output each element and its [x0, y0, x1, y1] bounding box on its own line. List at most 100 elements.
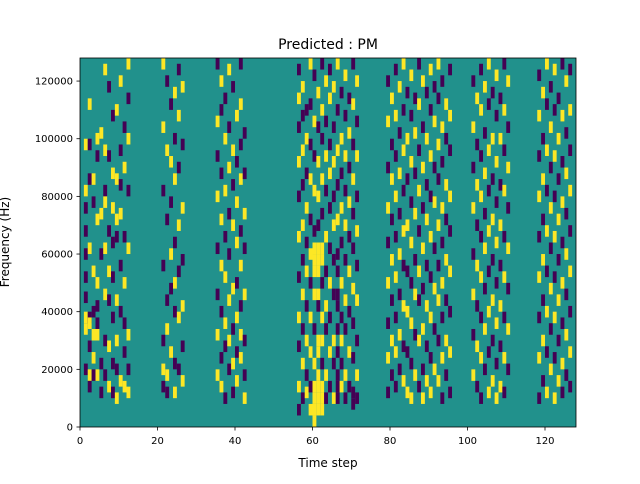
heatmap-cell: [173, 236, 177, 249]
heatmap-cell: [537, 311, 542, 324]
heatmap-cell: [339, 357, 344, 370]
heatmap-cell: [235, 236, 239, 249]
heatmap-cell: [471, 328, 476, 341]
heatmap-cell: [405, 305, 410, 318]
heatmap-cell: [436, 294, 441, 306]
heatmap-cell: [176, 265, 181, 278]
heatmap-cell: [328, 346, 332, 358]
heatmap-cell: [494, 69, 499, 82]
heatmap-cell: [448, 305, 453, 318]
heatmap-cell: [564, 207, 569, 220]
heatmap-cell: [308, 58, 313, 70]
heatmap-cell: [483, 282, 487, 295]
heatmap-cell: [506, 75, 511, 87]
heatmap-cell: [308, 213, 313, 226]
heatmap-cell: [405, 132, 410, 145]
heatmap-cell: [390, 334, 394, 347]
heatmap-cell: [242, 242, 247, 255]
heatmap-cell: [471, 75, 476, 87]
heatmap-cell: [355, 150, 360, 162]
heatmap-cell: [556, 213, 561, 226]
heatmap-cell: [219, 380, 224, 393]
heatmap-cell: [417, 98, 422, 110]
heatmap-cell: [231, 179, 236, 191]
heatmap-cell: [328, 202, 332, 214]
heatmap-cell: [180, 138, 185, 151]
heatmap-cell: [490, 173, 495, 185]
heatmap-cell: [238, 58, 243, 70]
heatmap-cell: [316, 334, 321, 347]
heatmap-cell: [316, 403, 321, 416]
x-tick-label: 120: [535, 436, 554, 447]
heatmap-cell: [494, 277, 499, 289]
heatmap-cell: [409, 317, 414, 329]
heatmap-cell: [87, 340, 92, 353]
heatmap-cell: [494, 236, 499, 249]
heatmap-cell: [409, 392, 414, 404]
heatmap-cell: [339, 380, 344, 393]
heatmap-cell: [440, 236, 445, 249]
heatmap-cell: [541, 334, 546, 347]
heatmap-cell: [118, 75, 123, 87]
heatmap-cell: [409, 109, 414, 122]
heatmap-cell: [223, 184, 228, 197]
heatmap-cell: [95, 328, 100, 341]
heatmap-cell: [405, 86, 410, 99]
heatmap-cell: [339, 86, 344, 99]
heatmap-cell: [556, 92, 561, 105]
heatmap-cell: [235, 375, 239, 387]
heatmap-cell: [351, 317, 356, 329]
heatmap-cell: [479, 190, 484, 203]
heatmap-cell: [424, 86, 429, 99]
heatmap-cell: [219, 305, 224, 318]
heatmap-cell: [432, 115, 437, 128]
heatmap-cell: [545, 98, 549, 110]
heatmap-cell: [397, 207, 402, 220]
heatmap-cell: [552, 230, 557, 243]
heatmap-cell: [545, 225, 549, 237]
heatmap-cell: [448, 386, 453, 399]
heatmap-cell: [107, 380, 112, 393]
heatmap-cell: [393, 109, 398, 122]
heatmap-cell: [227, 161, 232, 174]
heatmap-cell: [111, 271, 115, 283]
heatmap-cell: [316, 380, 321, 393]
heatmap-cell: [331, 190, 336, 203]
heatmap-cell: [83, 202, 88, 214]
heatmap-cell: [176, 63, 181, 76]
heatmap-cell: [409, 69, 414, 82]
heatmap-cell: [355, 369, 360, 381]
heatmap-cell: [114, 363, 119, 376]
heatmap-cell: [417, 184, 422, 197]
heatmap-cell: [506, 121, 511, 133]
heatmap-cell: [432, 282, 437, 295]
y-tick-label: 0: [67, 423, 73, 434]
heatmap-cell: [475, 300, 480, 312]
heatmap-cell: [541, 86, 546, 99]
heatmap-cell: [176, 109, 181, 122]
heatmap-cell: [320, 380, 325, 393]
heatmap-cell: [475, 179, 480, 191]
heatmap-cell: [386, 161, 391, 174]
heatmap-cell: [343, 369, 348, 381]
heatmap-cell: [335, 369, 340, 381]
heatmap-cell: [564, 328, 569, 341]
heatmap-cell: [87, 173, 92, 185]
heatmap-cell: [448, 265, 453, 278]
heatmap-cell: [417, 380, 422, 393]
heatmap-cell: [401, 340, 406, 353]
heatmap-cell: [393, 271, 398, 283]
heatmap-cell: [114, 334, 119, 347]
heatmap-cell: [486, 265, 491, 278]
heatmap-cell: [351, 398, 356, 410]
y-tick-label: 80000: [41, 192, 73, 203]
heatmap-cell: [397, 127, 402, 139]
heatmap-cell: [355, 334, 360, 347]
heatmap-cell: [297, 340, 301, 353]
x-tick-label: 0: [77, 436, 83, 447]
heatmap-cell: [324, 75, 329, 87]
x-tick-label: 80: [384, 436, 397, 447]
heatmap-cell: [227, 334, 232, 347]
heatmap-cell: [541, 132, 546, 145]
heatmap-cell: [498, 259, 503, 272]
